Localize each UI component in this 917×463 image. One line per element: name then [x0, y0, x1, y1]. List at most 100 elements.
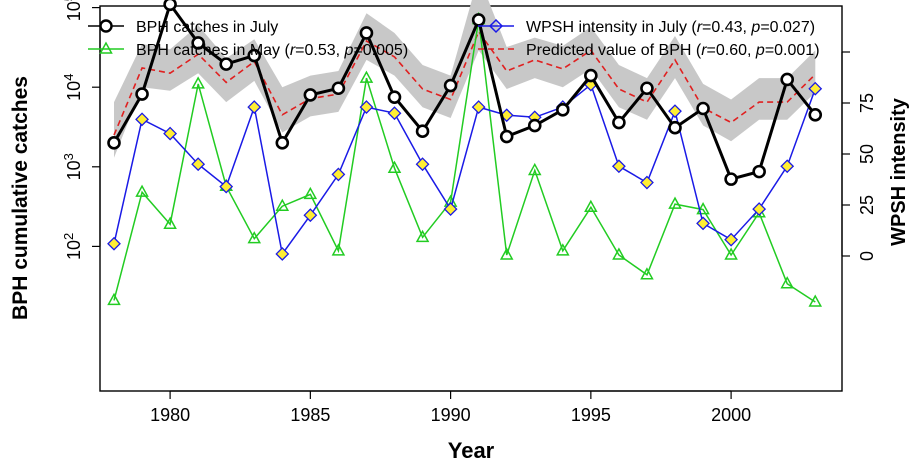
may-point [499, 247, 514, 260]
july-point [303, 88, 318, 102]
y-left-tick-label: 102 [61, 233, 84, 260]
legend-item-pred: Predicted value of BPH (r=0.60, p=0.001) [478, 42, 820, 59]
series-july [107, 0, 823, 186]
band-area [114, 0, 816, 158]
july-point [331, 81, 346, 96]
y-right-tick-label: 75 [857, 93, 877, 113]
may-point [359, 70, 374, 83]
may-point [696, 202, 710, 215]
wpsh-point [387, 106, 402, 121]
july-point [780, 72, 795, 87]
wpsh-point [219, 179, 234, 194]
legend-swatch-marker [99, 41, 113, 54]
july-point [415, 124, 430, 139]
may-point [163, 216, 177, 229]
wpsh-point [640, 175, 654, 190]
legend-label: Predicted value of BPH (r=0.60, p=0.001) [526, 42, 820, 59]
july-point [724, 172, 738, 186]
may-point [640, 267, 654, 280]
wpsh-point [443, 202, 458, 216]
wpsh-point [752, 202, 767, 216]
wpsh-point [724, 232, 739, 247]
may-point [415, 229, 430, 243]
july-point [696, 101, 710, 116]
july-point [247, 48, 262, 63]
wpsh-point [191, 157, 206, 172]
may-point [780, 276, 794, 289]
x-tick-label: 1985 [290, 405, 330, 425]
july-point [191, 36, 205, 50]
may-point [527, 162, 542, 176]
may-point [303, 186, 318, 200]
y-left-tick-label: 103 [61, 153, 84, 180]
y-left-axis: 102 103 104 105 [61, 0, 101, 260]
legend-label: WPSH intensity in July (r=0.43, p=0.027) [526, 19, 815, 36]
predicted-line [113, 29, 816, 136]
wpsh-point [668, 104, 682, 119]
july-point [752, 164, 766, 179]
wpsh-point [275, 247, 290, 261]
wpsh-point [107, 236, 121, 251]
may-point [331, 243, 346, 256]
may-point [808, 294, 823, 307]
wpsh-point [303, 208, 318, 223]
wpsh-point [611, 159, 626, 174]
wpsh-point [135, 112, 149, 127]
series-may [107, 11, 823, 307]
wpsh-point [471, 100, 486, 114]
wpsh-point [415, 157, 430, 172]
wpsh-point [696, 216, 710, 231]
y-right-tick-label: 25 [857, 195, 877, 215]
legend-item-july: BPH catches in July [88, 19, 278, 36]
wpsh-line [113, 83, 817, 256]
july-point [640, 81, 654, 96]
july-point [135, 87, 149, 101]
y-right-tick-label: 50 [857, 144, 877, 164]
july-point [527, 118, 542, 133]
may-point [584, 199, 598, 213]
legend-label: BPH catches in July [136, 19, 278, 36]
july-point [275, 136, 290, 150]
legend-item-wpsh: WPSH intensity in July (r=0.43, p=0.027) [478, 18, 815, 36]
wpsh-point [780, 159, 795, 174]
x-tick-label: 1980 [150, 405, 190, 425]
may-point [247, 231, 262, 244]
wpsh-point [359, 100, 374, 114]
may-point [612, 247, 626, 260]
x-axis: 1980 1985 1990 1995 2000 [150, 390, 751, 425]
july-point [107, 136, 121, 150]
legend-swatch-marker [488, 18, 504, 34]
series-predicted [113, 29, 816, 136]
july-point [555, 103, 570, 117]
july-point [471, 13, 486, 27]
may-point [387, 160, 402, 173]
may-point [107, 292, 121, 306]
july-point [612, 115, 626, 130]
july-point [359, 26, 374, 40]
may-point [135, 184, 149, 197]
legend-item-may: BPH catches in May (r=0.53, p=0.005) [88, 41, 408, 59]
y-right-axis-label: WPSH intensity [888, 97, 910, 246]
legend: BPH catches in July BPH catches in May (r… [88, 18, 820, 59]
wpsh-point [808, 81, 823, 96]
july-point [808, 108, 823, 122]
july-point [219, 57, 233, 71]
may-point [556, 243, 570, 256]
legend-swatch-marker [99, 19, 113, 33]
y-left-tick-label: 104 [61, 74, 84, 101]
y-right-axis: 0 25 50 75 [841, 51, 877, 261]
may-point [668, 196, 682, 209]
july-point [499, 129, 514, 144]
may-line [113, 19, 816, 303]
legend-label: BPH catches in May (r=0.53, p=0.005) [136, 42, 408, 59]
x-tick-label: 1990 [431, 405, 471, 425]
x-tick-label: 2000 [711, 405, 751, 425]
july-point [443, 78, 458, 93]
y-left-tick-label: 105 [61, 0, 84, 21]
x-tick-label: 1995 [571, 405, 611, 425]
wpsh-point [163, 126, 178, 141]
july-point [584, 68, 598, 83]
may-point [724, 247, 738, 260]
may-point [191, 76, 205, 89]
